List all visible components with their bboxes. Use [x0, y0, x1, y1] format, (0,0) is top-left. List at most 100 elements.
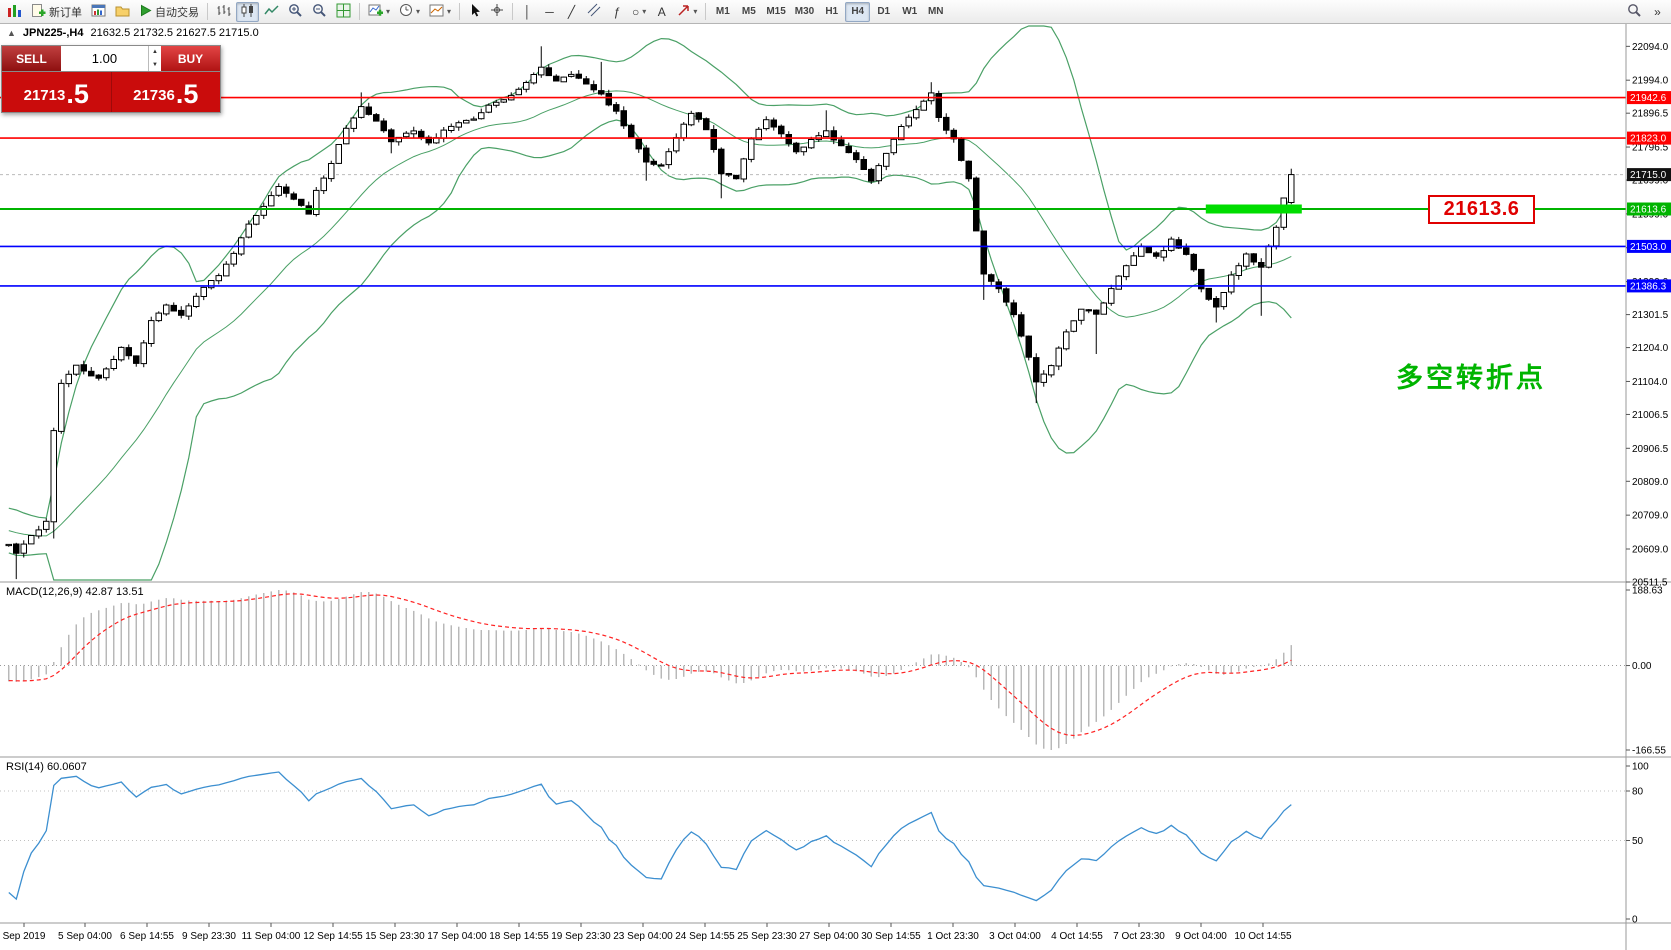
rsi-indicator-label: RSI(14) 60.0607	[6, 761, 87, 773]
volume-stepper: ▲ ▼	[61, 46, 161, 71]
svg-text:9 Oct 04:00: 9 Oct 04:00	[1175, 931, 1227, 942]
svg-text:20511.5: 20511.5	[1632, 578, 1668, 589]
profiles-button[interactable]	[111, 2, 134, 22]
rsi-line	[8, 771, 1292, 902]
svg-text:20609.0: 20609.0	[1632, 545, 1669, 556]
svg-text:21386.3: 21386.3	[1630, 281, 1667, 292]
toolbar-separator	[207, 3, 208, 20]
vertical-line-tool-button[interactable]: │	[517, 2, 538, 22]
timeframe-m15-button[interactable]: M15	[762, 2, 789, 22]
timeframe-m1-button[interactable]: M1	[710, 2, 735, 22]
toolbar-separator	[459, 3, 461, 20]
svg-text:-166.55: -166.55	[1632, 746, 1666, 757]
svg-text:25 Sep 23:30: 25 Sep 23:30	[737, 931, 797, 942]
svg-text:21006.5: 21006.5	[1632, 410, 1669, 421]
svg-text:21715.0: 21715.0	[1630, 170, 1667, 181]
svg-text:21942.6: 21942.6	[1630, 93, 1667, 104]
sell-button[interactable]: SELL	[2, 46, 61, 71]
one-click-collapse-icon[interactable]: ▲	[7, 28, 16, 38]
autotrading-label: 自动交易	[155, 6, 199, 19]
crosshair-icon	[490, 3, 504, 20]
fibonacci-tool-button[interactable]: ƒ	[606, 2, 627, 22]
timeframe-m5-button[interactable]: M5	[736, 2, 761, 22]
svg-text:Sep 2019: Sep 2019	[3, 931, 46, 942]
chart-info-line: ▲ JPN225-,H4 21632.5 21732.5 21627.5 217…	[7, 27, 259, 39]
volume-decrease-icon[interactable]: ▼	[151, 61, 158, 68]
autotrading-play-icon	[139, 4, 152, 20]
line-chart-icon	[264, 3, 279, 21]
svg-text:9 Sep 23:30: 9 Sep 23:30	[182, 931, 236, 942]
horizontal-line-tool-button[interactable]: ─	[539, 2, 560, 22]
timeframe-m30-button[interactable]: M30	[791, 2, 818, 22]
chart-window-button[interactable]	[87, 2, 110, 22]
timeframe-h1-button[interactable]: H1	[819, 2, 844, 22]
svg-text:20906.5: 20906.5	[1632, 444, 1669, 455]
toolbar-separator	[512, 3, 514, 20]
svg-text:21823.0: 21823.0	[1630, 134, 1667, 145]
timeframe-h4-button[interactable]: H4	[845, 1, 871, 22]
zoom-in-button[interactable]	[284, 2, 307, 22]
channel-tool-button[interactable]	[583, 2, 605, 22]
indicators-button[interactable]: ▾	[364, 2, 394, 22]
toolbar-separator	[359, 3, 360, 20]
cursor-tool-button[interactable]	[464, 2, 485, 22]
svg-text:10 Oct 14:55: 10 Oct 14:55	[1234, 931, 1292, 942]
buy-button[interactable]: BUY	[161, 46, 220, 71]
period-selector-button[interactable]: ▾	[395, 2, 424, 22]
arrows-tool-button[interactable]: ▾	[673, 2, 701, 22]
toolbar-separator	[705, 3, 707, 20]
turning-point-note: 多空转折点	[1396, 363, 1546, 393]
timeframe-d1-button[interactable]: D1	[871, 2, 896, 22]
horizontal-line-objects[interactable]	[0, 96, 1626, 287]
svg-text:15 Sep 23:30: 15 Sep 23:30	[365, 931, 425, 942]
crosshair-tool-button[interactable]	[486, 2, 508, 22]
dropdown-caret-icon: ▾	[386, 7, 391, 16]
channel-icon	[587, 3, 601, 20]
tile-windows-button[interactable]	[332, 2, 355, 22]
svg-text:21204.0: 21204.0	[1632, 343, 1669, 354]
svg-text:21104.0: 21104.0	[1632, 377, 1668, 388]
zoom-out-button[interactable]	[308, 2, 331, 22]
horizontal-line-icon: ─	[545, 4, 554, 19]
svg-text:11 Sep 04:00: 11 Sep 04:00	[242, 931, 301, 942]
timeframe-w1-button[interactable]: W1	[897, 2, 922, 22]
svg-text:188.63: 188.63	[1632, 586, 1663, 597]
volume-input[interactable]	[61, 46, 148, 71]
trendline-tool-button[interactable]: ╱	[561, 2, 582, 22]
overflow-icon: »	[1654, 4, 1661, 19]
bollinger-lower-band	[8, 119, 1292, 581]
new-order-label: 新订单	[49, 6, 82, 19]
bar-chart-button[interactable]	[212, 2, 235, 22]
new-order-icon	[31, 3, 46, 21]
timeframe-mn-button[interactable]: MN	[923, 2, 948, 22]
macd-indicator-label: MACD(12,26,9) 42.87 13.51	[6, 586, 144, 598]
line-chart-button[interactable]	[260, 2, 283, 22]
text-tool-icon: A	[657, 4, 666, 19]
zoom-out-icon	[312, 3, 327, 21]
search-button[interactable]	[1623, 2, 1646, 22]
toolbar-overflow-button[interactable]: »	[1647, 2, 1668, 22]
dropdown-caret-icon: ▾	[447, 7, 452, 16]
cursor-icon	[468, 3, 481, 20]
macd-signal-line	[8, 593, 1292, 737]
price-callout-box: 21613.6	[1428, 195, 1535, 224]
bollinger-bands	[8, 25, 1292, 581]
fibonacci-icon: ƒ	[613, 4, 620, 19]
buy-price[interactable]: 21736 .5	[110, 72, 221, 112]
candlestick-chart-button[interactable]	[236, 1, 259, 22]
svg-text:6 Sep 14:55: 6 Sep 14:55	[120, 931, 174, 942]
sell-price[interactable]: 21713 .5	[2, 72, 111, 112]
templates-button[interactable]: ▾	[425, 2, 455, 22]
sell-price-int: 21713	[23, 86, 66, 104]
shapes-tool-button[interactable]: ○ ▾	[628, 2, 650, 22]
volume-increase-icon[interactable]: ▲	[151, 49, 158, 56]
tile-windows-icon	[336, 3, 351, 21]
autotrading-button[interactable]: 自动交易	[135, 2, 203, 22]
new-order-button[interactable]: 新订单	[27, 2, 86, 22]
text-tool-button[interactable]: A	[651, 2, 672, 22]
svg-text:80: 80	[1632, 787, 1644, 798]
time-axis[interactable]: Sep 2019 5 Sep 04:00 6 Sep 14:55 9 Sep 23:3…	[3, 923, 1292, 942]
